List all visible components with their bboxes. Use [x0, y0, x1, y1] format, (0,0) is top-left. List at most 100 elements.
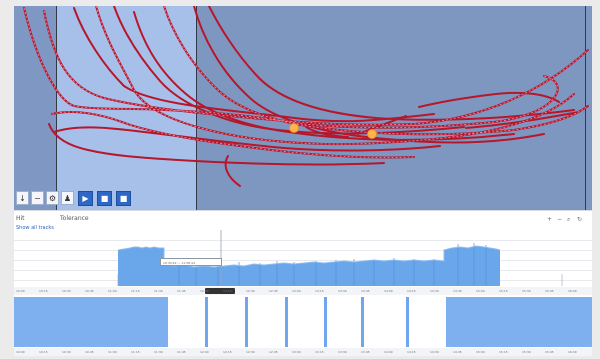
- activity-block: [14, 297, 168, 347]
- toolbar-mid-label: Tolerance: [60, 215, 89, 222]
- axis-tick: 11:00: [108, 350, 117, 354]
- map-toolbar: ↓ − ⚙ ♟ ▶ ■ ■: [16, 190, 131, 206]
- zoom-in-icon[interactable]: +: [547, 216, 553, 223]
- axis-tick: 12:30: [246, 350, 255, 354]
- position-marker-b: [367, 129, 377, 139]
- timeline-toolbar: Hit Tolerance Show all tracks + − ⌕ ↻: [14, 210, 592, 231]
- search-icon[interactable]: ⌕: [567, 216, 571, 223]
- histogram-bars-right: [444, 246, 500, 286]
- gps-track-svg: [23, 6, 589, 187]
- selection-left-handle[interactable]: [56, 6, 57, 210]
- axis-tick: 11:15: [131, 350, 140, 354]
- activity-block: [406, 297, 409, 347]
- axis-tick: 12:00: [200, 289, 209, 293]
- grid-line: [14, 250, 592, 251]
- position-marker-a: [289, 123, 299, 133]
- activity-block: [361, 297, 364, 347]
- axis-tick: 12:15: [223, 350, 232, 354]
- show-all-link[interactable]: Show all tracks: [16, 225, 54, 231]
- axis-tick: 11:45: [177, 350, 186, 354]
- activity-block: [245, 297, 248, 347]
- track-path-10: [53, 126, 441, 152]
- axis-tick: 12:30: [246, 289, 255, 293]
- histogram-svg: [117, 230, 563, 286]
- axis-tick: 14:00: [384, 350, 393, 354]
- axis-tick: 13:45: [361, 350, 370, 354]
- axis-tick: 16:00: [568, 350, 577, 354]
- axis-tick: 11:30: [154, 289, 163, 293]
- toolbar-left-label: Hit: [16, 215, 25, 222]
- axis-tick: 15:00: [476, 350, 485, 354]
- axis-tick: 16:00: [568, 289, 577, 293]
- axis-tick: 13:15: [315, 350, 324, 354]
- settings-icon[interactable]: ⚙: [46, 191, 59, 205]
- zoom-out-icon[interactable]: −: [557, 216, 563, 223]
- axis-tick: 10:15: [39, 289, 48, 293]
- track-path-13: [224, 155, 241, 187]
- axis-tick: 13:00: [292, 289, 301, 293]
- axis-tick: 10:45: [85, 289, 94, 293]
- timeline-axis-bottom: 10:00 10:15 10:30 10:45 11:00 11:15 11:3…: [14, 348, 592, 356]
- axis-tick: 14:30: [430, 350, 439, 354]
- track-path-6: [133, 11, 515, 141]
- activity-block: [205, 297, 208, 347]
- axis-tick: 15:45: [545, 350, 554, 354]
- axis-tick: 11:45: [177, 289, 186, 293]
- download-icon[interactable]: ↓: [16, 191, 29, 205]
- axis-tick: 14:45: [453, 289, 462, 293]
- axis-tick: 12:45: [269, 350, 278, 354]
- track-path-16: [305, 126, 349, 138]
- axis-tick: 13:30: [338, 289, 347, 293]
- person-icon[interactable]: ♟: [61, 191, 74, 205]
- axis-tick: 10:30: [62, 289, 71, 293]
- map-outside-selection: [14, 6, 56, 210]
- grid-line: [14, 260, 592, 261]
- track-path-9: [208, 6, 575, 121]
- activity-block: [446, 297, 592, 347]
- axis-tick: 13:15: [315, 289, 324, 293]
- timeline-tools: + − ⌕ ↻: [547, 216, 582, 223]
- axis-tick: 13:30: [338, 350, 347, 354]
- axis-tick: 14:00: [384, 289, 393, 293]
- axis-tick: 12:45: [269, 289, 278, 293]
- timeline-axis-top: 10:00 10:15 10:30 10:45 11:00 11:15 11:3…: [14, 287, 592, 295]
- axis-tick: 13:00: [292, 350, 301, 354]
- track-path-1: [23, 7, 559, 129]
- stop-icon[interactable]: ■: [116, 190, 131, 206]
- track-map[interactable]: ↓ − ⚙ ♟ ▶ ■ ■: [14, 6, 592, 210]
- axis-tick: 15:30: [522, 289, 531, 293]
- track-path-15: [418, 91, 560, 108]
- axis-tick: 10:00: [16, 350, 25, 354]
- axis-tick: 11:30: [154, 350, 163, 354]
- track-path-5: [113, 6, 465, 135]
- app-screen: ↓ − ⚙ ♟ ▶ ■ ■ Hit Tolerance Show all tra…: [14, 6, 592, 356]
- grid-line: [14, 240, 592, 241]
- axis-tick: 15:15: [499, 350, 508, 354]
- axis-tick: 11:15: [131, 289, 140, 293]
- axis-tick: 11:00: [108, 289, 117, 293]
- histogram-tooltip: 10:34:22 — 11:58:44: [160, 258, 222, 266]
- axis-tick: 12:15: [223, 289, 232, 293]
- activity-histogram[interactable]: 10:34:22 — 11:58:44: [14, 230, 592, 286]
- activity-block: [285, 297, 288, 347]
- axis-tick: 15:30: [522, 350, 531, 354]
- axis-tick: 14:15: [407, 350, 416, 354]
- minus-icon[interactable]: −: [31, 191, 44, 205]
- track-path-14: [465, 111, 580, 129]
- axis-tick: 15:45: [545, 289, 554, 293]
- activity-lanes[interactable]: [14, 295, 592, 348]
- axis-tick: 13:45: [361, 289, 370, 293]
- histogram-outline: [117, 245, 501, 268]
- timeline-cursor[interactable]: [205, 288, 235, 294]
- play-icon[interactable]: ▶: [78, 190, 93, 206]
- axis-tick: 12:00: [200, 350, 209, 354]
- track-path-12: [48, 123, 385, 166]
- reset-icon[interactable]: ↻: [577, 216, 583, 223]
- track-path-3: [73, 7, 435, 123]
- axis-tick: 15:00: [476, 289, 485, 293]
- axis-tick: 10:30: [62, 350, 71, 354]
- axis-tick: 14:15: [407, 289, 416, 293]
- axis-tick: 15:15: [499, 289, 508, 293]
- pause-icon[interactable]: ■: [97, 190, 112, 206]
